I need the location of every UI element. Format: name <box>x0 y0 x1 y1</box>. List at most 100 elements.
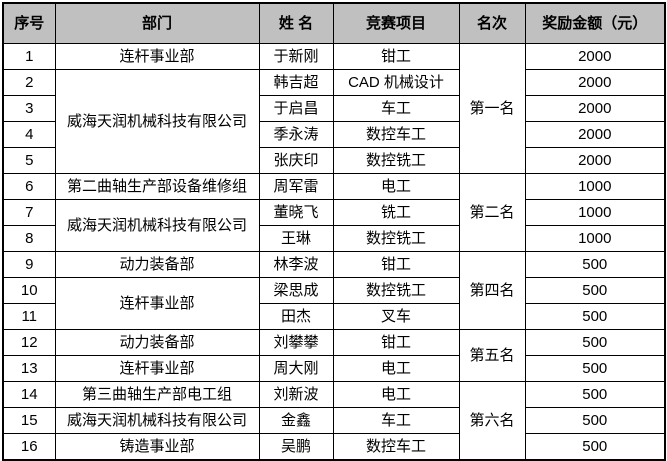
project-cell: 铣工 <box>332 199 460 226</box>
name-cell: 周大刚 <box>258 355 334 382</box>
serial-cell: 2 <box>2 69 56 96</box>
table-body: 1 连杆事业部 于新刚 钳工 第一名 2000 2 威海天润机械科技有限公司 韩吉超 CAD 机械… <box>2 43 666 461</box>
header-row: 序号 部门姓 名竞赛项目 名次 奖励金额（元） <box>2 2 666 44</box>
serial-cell: 12 <box>2 329 56 356</box>
amount-cell: 500 <box>524 329 666 356</box>
project-cell: 钳工 <box>332 251 460 278</box>
amount-cell: 500 <box>524 303 666 330</box>
serial-cell: 7 <box>2 199 56 226</box>
amount-cell: 500 <box>524 251 666 278</box>
column-header-project: 竞赛项目 <box>332 2 460 44</box>
table-row: 3 于启昌 车工 2000 <box>2 95 666 122</box>
amount-cell: 1000 <box>524 225 666 252</box>
project-cell: 电工 <box>332 173 460 200</box>
table-row: 5 张庆印 数控铣工 2000 <box>2 147 666 174</box>
serial-cell: 3 <box>2 95 56 122</box>
serial-cell: 15 <box>2 407 56 434</box>
table-row: 4 季永涛 数控车工 2000 <box>2 121 666 148</box>
table-row: 12 动力装备部 刘攀攀 钳工 第五名 500 <box>2 329 666 382</box>
column-header-no: 序号 <box>2 2 56 44</box>
serial-cell: 13 <box>2 355 56 382</box>
table-row: 15 威海天润机械科技有限公司 金鑫 车工 500 <box>2 407 666 434</box>
name-cell: 梁思成 <box>258 277 334 304</box>
project-cell: 数控铣工 <box>332 147 460 174</box>
table-row: 16 铸造事业部 吴鹏 数控车工 500 <box>2 433 666 461</box>
department-cell: 第三曲轴生产部电工组 <box>54 381 260 408</box>
rank-cell: 第六名 <box>458 381 526 461</box>
name-cell: 吴鹏 <box>258 433 334 461</box>
table-row: 1 连杆事业部 于新刚 钳工 第一名 2000 <box>2 43 666 174</box>
table-row: 11 田杰 叉车 500 <box>2 303 666 330</box>
serial-cell: 6 <box>2 173 56 200</box>
project-cell: 数控铣工 <box>332 225 460 252</box>
department-cell: 动力装备部 <box>54 251 260 278</box>
name-cell: 于新刚 <box>258 43 334 70</box>
serial-cell: 14 <box>2 381 56 408</box>
rank-cell: 第一名 <box>458 43 526 174</box>
name-cell: 田杰 <box>258 303 334 330</box>
rank-cell: 第四名 <box>458 251 526 330</box>
name-cell: 周军雷 <box>258 173 334 200</box>
amount-cell: 500 <box>524 433 666 461</box>
project-cell: 钳工 <box>332 43 460 70</box>
amount-cell: 2000 <box>524 147 666 174</box>
department-cell: 第二曲轴生产部设备维修组 <box>54 173 260 200</box>
serial-cell: 1 <box>2 43 56 70</box>
project-cell: 叉车 <box>332 303 460 330</box>
column-header-name: 姓 名 <box>258 2 334 44</box>
project-cell: 电工 <box>332 355 460 382</box>
table-row: 13 连杆事业部 周大刚 电工 500 <box>2 355 666 382</box>
department-cell: 威海天润机械科技有限公司 <box>54 199 260 252</box>
column-header-amount: 奖励金额（元） <box>524 2 666 44</box>
project-cell: 数控车工 <box>332 121 460 148</box>
serial-cell: 9 <box>2 251 56 278</box>
amount-cell: 500 <box>524 381 666 408</box>
table-row: 8 王琳 数控铣工 1000 <box>2 225 666 252</box>
serial-cell: 4 <box>2 121 56 148</box>
project-cell: 数控铣工 <box>332 277 460 304</box>
amount-cell: 2000 <box>524 69 666 96</box>
project-cell: 车工 <box>332 407 460 434</box>
department-cell: 铸造事业部 <box>54 433 260 461</box>
rank-cell: 第二名 <box>458 173 526 252</box>
project-cell: 电工 <box>332 381 460 408</box>
name-cell: 刘攀攀 <box>258 329 334 356</box>
name-cell: 董晓飞 <box>258 199 334 226</box>
table-row: 7 威海天润机械科技有限公司 董晓飞 铣工 1000 <box>2 199 666 252</box>
serial-cell: 10 <box>2 277 56 304</box>
table-header: 序号 部门姓 名竞赛项目 名次 奖励金额（元） <box>2 2 666 44</box>
name-cell: 韩吉超 <box>258 69 334 96</box>
department-cell: 连杆事业部 <box>54 43 260 70</box>
project-cell: 钳工 <box>332 329 460 356</box>
department-cell: 连杆事业部 <box>54 277 260 330</box>
amount-cell: 500 <box>524 355 666 382</box>
serial-cell: 5 <box>2 147 56 174</box>
department-cell: 威海天润机械科技有限公司 <box>54 407 260 434</box>
project-cell: 数控车工 <box>332 433 460 461</box>
table-row: 2 威海天润机械科技有限公司 韩吉超 CAD 机械设计 2000 <box>2 69 666 174</box>
amount-cell: 2000 <box>524 121 666 148</box>
name-cell: 刘新波 <box>258 381 334 408</box>
table-row: 10 连杆事业部 梁思成 数控铣工 500 <box>2 277 666 330</box>
table-row: 14 第三曲轴生产部电工组 刘新波 电工 第六名 500 <box>2 381 666 461</box>
amount-cell: 500 <box>524 277 666 304</box>
department-cell: 动力装备部 <box>54 329 260 356</box>
column-header-dept: 部门 <box>54 2 260 44</box>
column-header-rank: 名次 <box>458 2 526 44</box>
amount-cell: 500 <box>524 407 666 434</box>
serial-cell: 11 <box>2 303 56 330</box>
amount-cell: 1000 <box>524 199 666 226</box>
name-cell: 王琳 <box>258 225 334 252</box>
name-cell: 于启昌 <box>258 95 334 122</box>
table-row: 9 动力装备部 林李波 钳工 第四名 500 <box>2 251 666 330</box>
serial-cell: 8 <box>2 225 56 252</box>
amount-cell: 2000 <box>524 43 666 70</box>
name-cell: 张庆印 <box>258 147 334 174</box>
department-cell: 连杆事业部 <box>54 355 260 382</box>
amount-cell: 1000 <box>524 173 666 200</box>
rank-cell: 第五名 <box>458 329 526 382</box>
table-row: 6 第二曲轴生产部设备维修组 周军雷 电工 第二名 1000 <box>2 173 666 252</box>
name-cell: 金鑫 <box>258 407 334 434</box>
